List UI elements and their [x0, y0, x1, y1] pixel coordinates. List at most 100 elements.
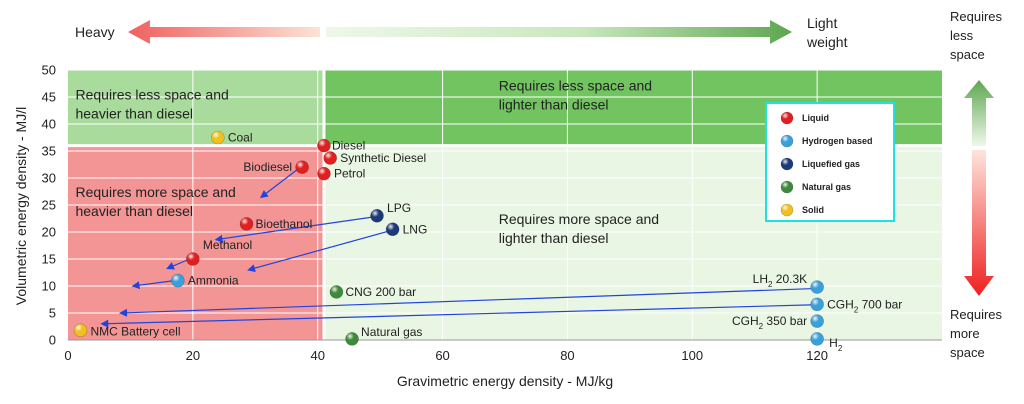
point-shine-lh2-20-3k — [810, 280, 824, 294]
point-shine-ammonia — [171, 274, 185, 288]
more-space-label-line3: space — [950, 345, 985, 360]
y-tick-label: 20 — [42, 225, 56, 240]
point-label-cgh2-350-bar: CGH2 350 bar — [732, 314, 807, 331]
x-tick-label: 20 — [186, 348, 200, 363]
point-shine-methanol — [186, 252, 200, 266]
region-label-less-space-heavier-line1: Requires less space and — [75, 87, 228, 103]
point-label-nmc-battery-cell: NMC Battery cell — [90, 324, 180, 338]
space-annotation: Requires less space Requires more space — [950, 9, 1003, 360]
point-shine-coal — [211, 131, 225, 144]
point-shine-natural-gas — [345, 332, 359, 346]
point-label-lh2-20-3k: LH2 20.3K — [753, 272, 808, 289]
legend-marker-shine-natural-gas — [781, 181, 793, 193]
point-shine-nmc-battery-cell — [73, 323, 87, 337]
y-tick-label: 15 — [42, 252, 56, 267]
legend-label-solid: Solid — [802, 205, 824, 215]
y-tick-label: 30 — [42, 171, 56, 186]
y-tick-label: 45 — [42, 90, 56, 105]
legend-items: Liquid Hydrogen based Liquefied gas Natural… — [780, 111, 873, 217]
y-tick-label: 50 — [42, 63, 56, 78]
region-labels-layer: Requires less space and heavier than dies… — [75, 78, 659, 246]
axes-layer: 0 20 40 60 80 100 120 0 5 10 15 20 25 30 35 40 45 50 — [42, 63, 942, 363]
point-label-lpg: LPG — [387, 201, 411, 215]
y-tick-label: 25 — [42, 198, 56, 213]
point-label-petrol: Petrol — [334, 167, 365, 181]
comparison-arrow — [214, 216, 374, 243]
x-axis-title: Gravimetric energy density - MJ/kg — [397, 373, 613, 389]
region-label-more-space-lighter-line2: lighter than diesel — [499, 230, 609, 246]
legend-label-natural-gas: Natural gas — [802, 182, 851, 192]
point-shine-petrol — [317, 167, 331, 181]
point-label-biodiesel: Biodiesel — [243, 160, 292, 174]
heavy-label: Heavy — [75, 24, 115, 40]
point-label-coal: Coal — [228, 131, 253, 145]
point-label-lng: LNG — [403, 222, 428, 236]
legend-marker-shine-solid — [781, 204, 793, 216]
more-space-arrow — [964, 150, 994, 296]
legend-marker-shine-hydrogen-based — [781, 135, 793, 147]
arrows-layer — [100, 167, 811, 328]
points-layer — [73, 130, 824, 346]
comparison-arrow — [166, 258, 190, 270]
less-space-arrow — [964, 80, 994, 146]
heavy-arrow — [128, 20, 320, 44]
less-space-label-line1: Requires — [950, 9, 1003, 24]
point-shine-diesel — [317, 139, 331, 153]
point-shine-synthetic-diesel — [323, 151, 337, 165]
legend-marker-shine-liquefied-gas — [781, 158, 793, 170]
point-label-diesel: Diesel — [332, 139, 365, 153]
x-tick-label: 100 — [681, 348, 703, 363]
point-label-bioethanol: Bioethanol — [256, 217, 313, 231]
point-shine-cgh2-700-bar — [810, 297, 824, 311]
weight-annotation: Heavy Light weight — [75, 15, 848, 50]
x-tick-label: 120 — [806, 348, 828, 363]
point-shine-cgh2-350-bar — [810, 314, 824, 328]
y-axis-title: Volumetric energy density - MJ/l — [13, 107, 29, 305]
point-label-ammonia: Ammonia — [188, 274, 239, 288]
legend-label-liquid: Liquid — [802, 113, 829, 123]
region-less-space-heavier — [68, 70, 324, 146]
y-tick-label: 5 — [49, 306, 56, 321]
comparison-arrow — [131, 280, 175, 290]
legend-label-liquefied-gas: Liquefied gas — [802, 159, 860, 169]
region-label-more-space-heavier-line1: Requires more space and — [75, 184, 235, 200]
point-shine-h2 — [810, 332, 824, 346]
point-shine-bioethanol — [240, 217, 254, 231]
point-shine-cng-200-bar — [329, 285, 343, 299]
comparison-arrow — [259, 167, 300, 199]
legend: Liquid Hydrogen based Liquefied gas Natural… — [765, 102, 895, 222]
x-tick-label: 0 — [64, 348, 71, 363]
y-tick-label: 35 — [42, 144, 56, 159]
comparison-arrow — [100, 304, 811, 328]
light-weight-arrow — [326, 20, 792, 44]
y-tick-label: 0 — [49, 333, 56, 348]
less-space-label-line3: space — [950, 47, 985, 62]
y-tick-label: 40 — [42, 117, 56, 132]
light-weight-label-line1: Light — [807, 15, 837, 31]
legend-marker-shine-liquid — [781, 112, 793, 124]
x-tick-label: 60 — [435, 348, 449, 363]
comparison-arrow — [247, 230, 390, 273]
more-space-label-line1: Requires — [950, 307, 1003, 322]
point-label-synthetic-diesel: Synthetic Diesel — [340, 151, 426, 165]
legend-label-hydrogen-based: Hydrogen based — [802, 136, 873, 146]
region-label-more-space-heavier-line2: heavier than diesel — [75, 203, 193, 219]
point-label-natural-gas: Natural gas — [361, 325, 422, 339]
point-shine-lpg — [370, 209, 384, 223]
x-tick-label: 80 — [560, 348, 574, 363]
region-label-less-space-lighter-line2: lighter than diesel — [499, 97, 609, 113]
point-label-h2: H2 — [829, 336, 843, 353]
point-label-cgh2-700-bar: CGH2 700 bar — [827, 297, 902, 314]
region-label-more-space-lighter-line1: Requires more space and — [499, 211, 659, 227]
point-label-methanol: Methanol — [203, 238, 252, 252]
point-shine-lng — [386, 222, 400, 236]
y-tick-label: 10 — [42, 279, 56, 294]
region-label-less-space-lighter-line1: Requires less space and — [499, 78, 652, 94]
less-space-label-line2: less — [950, 28, 974, 43]
light-weight-label-line2: weight — [806, 34, 848, 50]
x-tick-label: 40 — [310, 348, 324, 363]
point-label-cng-200-bar: CNG 200 bar — [345, 285, 416, 299]
more-space-label-line2: more — [950, 326, 980, 341]
